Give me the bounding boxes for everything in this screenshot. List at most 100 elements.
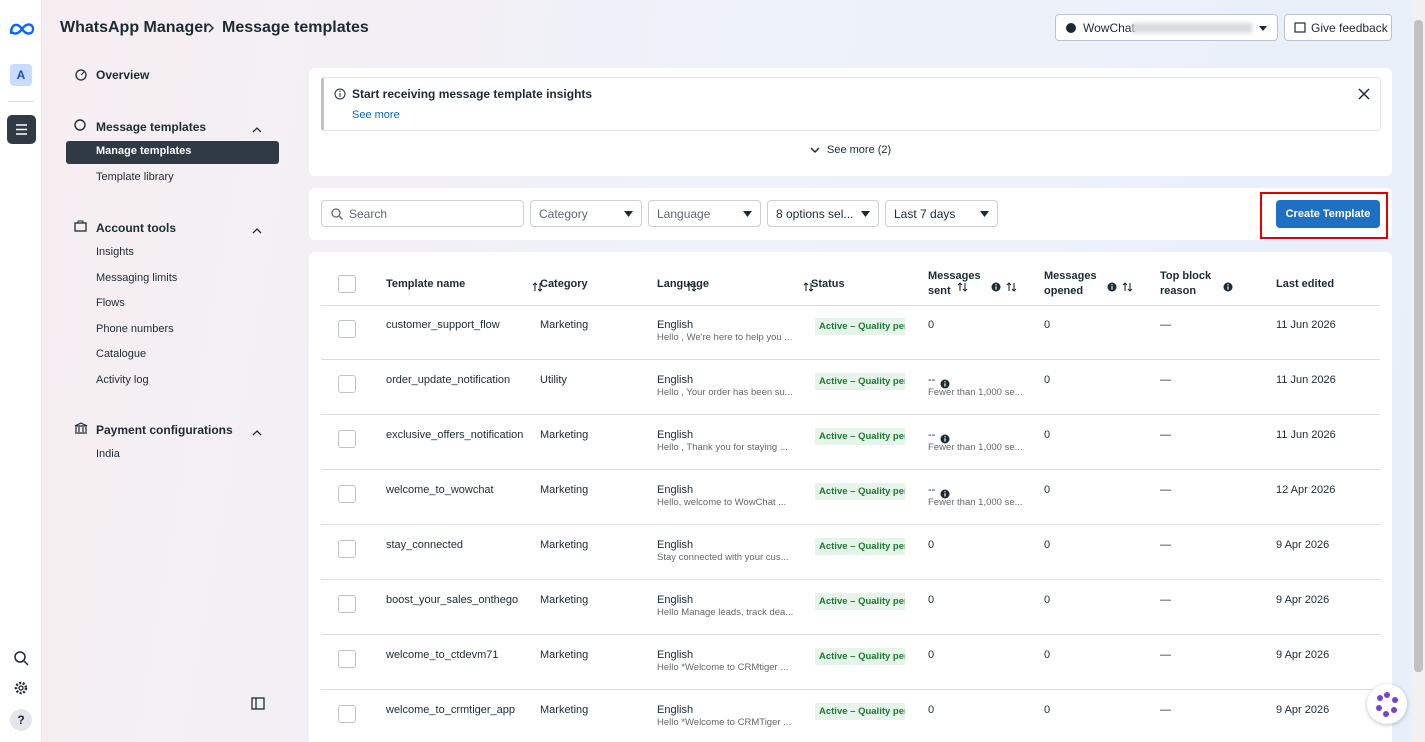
table-row[interactable] <box>321 470 1380 525</box>
collapse-chevron <box>252 424 262 442</box>
category: Marketing <box>540 594 589 606</box>
column-header[interactable]: Template name <box>386 278 466 290</box>
status-pill: Active – Quality pen <box>815 483 905 500</box>
preview: Hello *Welcome to CRMTiger ... <box>657 717 792 728</box>
template-name[interactable]: exclusive_offers_notification <box>386 429 524 441</box>
sort-icon <box>1122 279 1133 297</box>
preview: Hello , Your order has been su... <box>657 387 793 398</box>
nav-item[interactable]: Manage templates <box>96 145 192 157</box>
nav-item[interactable]: Catalogue <box>96 348 147 360</box>
collapse-icon[interactable] <box>251 697 265 710</box>
row-checkbox[interactable] <box>338 705 356 723</box>
messages-sent: -- <box>928 429 936 441</box>
status-pill: Active – Quality pen <box>815 318 905 335</box>
status-pill: Active – Quality pen <box>815 373 905 390</box>
template-name[interactable]: welcome_to_crmtiger_app <box>386 704 516 716</box>
column-header[interactable]: Messages sent <box>928 270 981 297</box>
language: English <box>657 484 694 496</box>
feedback-button[interactable]: Give feedback <box>1284 14 1392 41</box>
settings-icon[interactable] <box>13 680 29 696</box>
column-header[interactable]: Messages opened <box>1044 270 1097 297</box>
template-name[interactable]: stay_connected <box>386 539 464 551</box>
template-name[interactable]: welcome_to_wowchat <box>386 484 494 496</box>
table-row[interactable] <box>321 525 1380 580</box>
nav-item[interactable]: Activity log <box>96 373 149 386</box>
info-icon <box>991 279 1001 297</box>
preview: Hello, welcome to WowChat ... <box>657 497 787 508</box>
category: Marketing <box>540 484 589 496</box>
nav-section[interactable]: Account tools <box>96 221 176 235</box>
table-row[interactable] <box>321 305 1380 360</box>
see-more-toggle[interactable]: See more (2) <box>827 144 892 156</box>
create-template-button[interactable]: Create Template <box>1276 200 1380 228</box>
language: English <box>657 539 694 551</box>
template-name[interactable]: welcome_to_ctdevm71 <box>386 649 499 661</box>
block-reason: — <box>1160 594 1171 606</box>
last-edited: 9 Apr 2026 <box>1276 704 1330 716</box>
help-button[interactable]: ? <box>10 709 32 731</box>
row-checkbox[interactable] <box>338 430 356 448</box>
language-filter[interactable]: Language <box>648 200 761 227</box>
status-pill: Active – Quality pen <box>815 648 905 665</box>
nav-item[interactable]: Template library <box>96 170 174 183</box>
template-name[interactable]: customer_support_flow <box>386 319 500 331</box>
template-name[interactable]: boost_your_sales_onthego <box>386 594 519 606</box>
table-row[interactable] <box>321 580 1380 635</box>
nav-overview[interactable]: Overview <box>96 68 150 82</box>
nav-item[interactable]: Insights <box>96 246 134 258</box>
nav-item[interactable]: Messaging limits <box>96 271 178 284</box>
column-header[interactable]: Category <box>540 278 588 290</box>
highlight-box <box>1260 192 1388 239</box>
column-header[interactable]: Status <box>811 278 845 290</box>
banner-title: Start receiving message template insight… <box>352 87 593 101</box>
row-checkbox[interactable] <box>338 540 356 558</box>
column-header[interactable]: Top block reason <box>1160 270 1212 297</box>
language: English <box>657 594 694 606</box>
category-label: Category <box>539 207 588 221</box>
insights-banner: Start receiving message template insight… <box>321 77 1381 131</box>
banner-link[interactable]: See more <box>352 109 400 121</box>
select-all-checkbox[interactable] <box>338 275 356 293</box>
date-filter[interactable]: Last 7 days <box>885 200 998 227</box>
last-edited: 12 Apr 2026 <box>1276 484 1336 496</box>
row-checkbox[interactable] <box>338 595 356 613</box>
assistant-button[interactable] <box>1367 684 1407 724</box>
search-input[interactable]: Search <box>321 200 524 227</box>
messages-sent: 0 <box>928 649 935 661</box>
active-highlight <box>66 141 279 164</box>
row-checkbox[interactable] <box>338 320 356 338</box>
row-checkbox[interactable] <box>338 485 356 503</box>
template-name[interactable]: order_update_notification <box>386 374 511 386</box>
category-filter[interactable]: Category <box>530 200 642 227</box>
language-label: Language <box>657 207 711 221</box>
search-icon[interactable] <box>13 650 29 666</box>
filter-card: Search Category Language 8 options sel..… <box>309 188 1392 240</box>
nav-section[interactable]: Payment configurations <box>96 423 233 437</box>
column-header[interactable]: Last edited <box>1276 278 1335 290</box>
row-checkbox[interactable] <box>338 375 356 393</box>
status-filter[interactable]: 8 options sel... <box>767 200 879 227</box>
header-row <box>321 305 1380 306</box>
info-icon <box>1107 279 1117 297</box>
account-selector[interactable]: WowChat <box>1055 14 1278 41</box>
nav-item[interactable]: Phone numbers <box>96 322 174 335</box>
nav-section[interactable]: Message templates <box>96 120 207 134</box>
brand[interactable]: WhatsApp Manager <box>60 19 210 36</box>
nav-item[interactable]: Flows <box>96 297 125 309</box>
category: Utility <box>540 374 567 386</box>
category: Marketing <box>540 539 589 551</box>
row-checkbox[interactable] <box>338 650 356 668</box>
table-row[interactable] <box>321 635 1380 690</box>
preview: Hello , Thank you for staying ... <box>657 442 788 453</box>
nav-item[interactable]: India <box>96 448 120 460</box>
table-row[interactable] <box>321 415 1380 470</box>
status-label: 8 options sel... <box>776 207 854 221</box>
table-row[interactable] <box>321 360 1380 415</box>
column-header[interactable]: Language <box>657 278 709 290</box>
menu-button[interactable] <box>7 115 36 144</box>
avatar[interactable]: A <box>10 64 32 86</box>
messages-sent: -- <box>928 374 936 386</box>
close-icon[interactable] <box>1358 88 1370 100</box>
info-icon <box>940 431 950 449</box>
language: English <box>657 429 694 441</box>
